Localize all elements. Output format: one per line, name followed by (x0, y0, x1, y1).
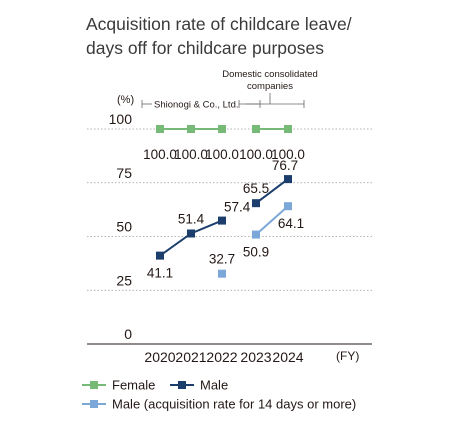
series-1-label-2023: 65.5 (243, 181, 269, 196)
x-tick-2024: 2024 (272, 349, 303, 365)
legend: Female Male Male (acquisition rate for 14 … (82, 378, 356, 412)
x-axis-ticks: 2020 2021 2022 2023 2024 (144, 349, 303, 365)
series-2-label-2023: 50.9 (243, 245, 269, 260)
series-0-label-2021: 100.0 (174, 147, 208, 162)
series-1-point-2020 (156, 251, 164, 260)
y-tick-0: 0 (124, 326, 132, 342)
series-0-point-2021 (187, 125, 195, 133)
y-axis-ticks: 0 25 50 75 100 (109, 111, 133, 342)
legend-label-0: Female (112, 378, 155, 393)
series-1-point-2024 (284, 175, 292, 184)
series-2-line-1 (255, 205, 289, 236)
series-2-point-2024 (284, 202, 292, 211)
domestic-segment-label-2: companies (247, 81, 293, 92)
segment-brackets: (%) Shionogi & Co., Ltd. Domestic consol… (117, 69, 318, 111)
x-tick-2020: 2020 (144, 349, 175, 365)
chart-title-line-1: Acquisition rate of childcare leave/ (86, 14, 352, 34)
series-2-point-2023 (252, 230, 260, 239)
legend-marker-0 (90, 381, 98, 389)
y-tick-50: 50 (116, 219, 132, 235)
fy-label: (FY) (336, 349, 359, 363)
legend-marker-1 (178, 381, 186, 389)
series-1-label-2020: 41.1 (147, 266, 173, 281)
series-0-label-2024: 100.0 (271, 147, 305, 162)
series-0-point-2024 (284, 125, 292, 133)
series-2-label-2024: 64.1 (278, 216, 304, 231)
series-2-point-2022 (218, 269, 226, 278)
series-1-point-2022 (218, 216, 226, 225)
unit-label: (%) (117, 94, 134, 106)
chart-title-line-2: days off for childcare purposes (86, 38, 325, 58)
y-tick-75: 75 (116, 165, 132, 181)
series-0-label-2022: 100.0 (205, 147, 239, 162)
x-tick-2022: 2022 (206, 349, 237, 365)
series-1-point-2021 (187, 229, 195, 238)
domestic-segment-label-1: Domestic consolidated (222, 69, 318, 80)
series-lines (156, 125, 292, 278)
legend-label-1: Male (200, 378, 228, 393)
series-1-label-2021: 51.4 (178, 211, 205, 226)
series-0-point-2020 (156, 125, 164, 133)
shionogi-segment-label: Shionogi & Co., Ltd. (154, 100, 239, 111)
x-tick-2021: 2021 (175, 349, 206, 365)
series-0-point-2022 (218, 125, 226, 133)
series-1-label-2022: 57.4 (224, 200, 251, 215)
series-1-line-1 (255, 178, 289, 204)
y-tick-25: 25 (116, 272, 132, 288)
series-0-point-2023 (252, 125, 260, 133)
series-1-label-2024: 76.7 (272, 158, 298, 173)
series-1-point-2023 (252, 199, 260, 208)
series-2-label-2022: 32.7 (209, 252, 235, 267)
legend-marker-2 (90, 400, 98, 408)
series-0-label-2020: 100.0 (143, 147, 177, 162)
chart-title: Acquisition rate of childcare leave/ day… (86, 12, 426, 60)
grid-lines (87, 128, 372, 345)
x-tick-2023: 2023 (240, 349, 271, 365)
series-0-label-2023: 100.0 (239, 147, 273, 162)
y-tick-100: 100 (109, 111, 133, 127)
legend-label-2: Male (acquisition rate for 14 days or mo… (112, 397, 356, 412)
